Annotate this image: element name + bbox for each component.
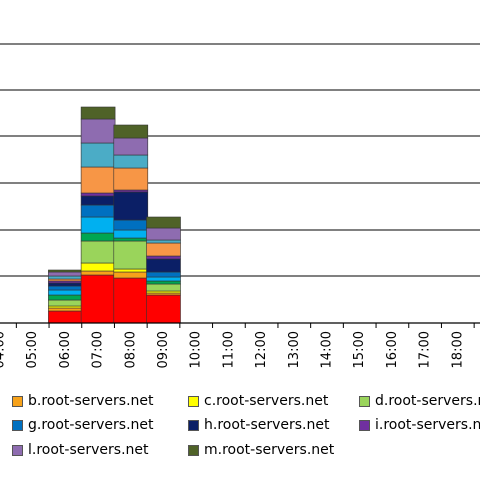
bar-segment-d-09:00 [146,283,181,292]
bar-segment-m-06:00 [48,269,83,273]
bar-segment-k-09:00 [146,239,181,244]
bar-segment-a-06:00 [48,310,83,324]
x-tick-label: 09:00 [156,331,171,368]
x-tick-label: 17:00 [418,331,433,368]
bar-segment-e-08:00 [113,237,149,242]
x-tick-label: 15:00 [352,331,367,368]
bar-segment-i-09:00 [146,255,181,260]
bar-segment-h-08:00 [113,191,149,221]
bar-segment-d-06:00 [48,299,83,307]
bar-segment-f-08:00 [113,229,149,239]
legend-item-h: h.root-servers.net [188,417,329,433]
legend-label: c.root-servers.net [204,393,329,409]
x-tick-label: 14:00 [320,331,335,368]
bar-segment-d-07:00 [80,240,116,264]
legend-item-g: g.root-servers.net [12,417,154,433]
legend-item-d: d.root-servers.net [359,393,480,409]
legend-label: m.root-servers.net [204,442,335,458]
legend-swatch [359,419,370,431]
x-tick-label: 08:00 [123,331,138,368]
legend-label: l.root-servers.net [28,442,149,458]
bar-segment-e-06:00 [48,294,83,301]
bar-segment-f-06:00 [48,289,83,296]
bar-segment-h-06:00 [48,282,83,287]
bar-segment-l-08:00 [113,137,149,156]
x-tick-label: 13:00 [287,331,302,368]
legend-label: d.root-servers.net [375,393,480,409]
bar-segment-e-09:00 [146,280,181,285]
x-tick-label: 07:00 [91,331,106,368]
bar-segment-g-06:00 [48,285,83,291]
legend-item-c: c.root-servers.net [188,393,328,409]
bar-segment-b-07:00 [80,270,116,276]
bar-segment-k-06:00 [48,275,83,280]
bar-segment-c-07:00 [80,262,116,272]
legend-swatch [188,419,199,431]
bar-segment-l-06:00 [48,271,83,277]
legend-label: h.root-servers.net [204,417,330,433]
bar-segment-k-08:00 [113,154,149,169]
legend-label: i.root-servers.net [375,417,480,433]
legend-item-i: i.root-servers.net [359,417,480,433]
legend: b.root-servers.net c.root-servers.net d.ro… [0,393,480,473]
x-tick-label: 18:00 [450,331,465,368]
bar-segment-l-07:00 [80,118,116,144]
bar-segment-f-07:00 [80,216,116,234]
legend-swatch [12,444,23,456]
x-tick-label: 10:00 [189,331,204,368]
legend-item-m: m.root-servers.net [188,442,334,458]
bar-segment-c-08:00 [113,268,149,273]
gridlines [0,43,480,277]
x-tick-label: 05:00 [25,331,40,368]
legend-label: g.root-servers.net [28,417,154,433]
x-tick-label: 11:00 [221,331,236,368]
bar-segment-m-07:00 [80,106,116,120]
bar-segment-k-07:00 [80,142,116,168]
legend-item-l: l.root-servers.net [12,442,149,458]
bar-segment-i-08:00 [113,189,149,193]
legend-swatch [12,419,23,431]
bar-segment-e-07:00 [80,232,116,242]
bar-stacks [48,106,181,324]
bar-segment-m-09:00 [146,216,181,229]
x-tick-label: 04:00 [0,331,8,368]
bar-segment-j-09:00 [146,242,181,257]
bar-segment-h-07:00 [80,195,116,206]
bar-segment-g-07:00 [80,204,116,218]
bar-segment-f-09:00 [146,276,181,282]
x-tick-label: 16:00 [385,331,400,368]
bar-segment-a-09:00 [146,294,181,324]
bar-segment-a-07:00 [80,274,116,324]
legend-item-b: b.root-servers.net [12,393,154,409]
bar-segment-j-07:00 [80,166,116,194]
legend-label: b.root-servers.net [28,393,154,409]
x-tick-labels: 04:00 05:00 06:00 07:00 08:00 09:00 10:00 11:00… [0,331,465,368]
bar-segment-b-06:00 [48,307,83,312]
bar-segment-g-08:00 [113,219,149,231]
legend-swatch [188,444,199,456]
legend-swatch [188,395,199,407]
bar-segment-i-07:00 [80,192,116,197]
legend-swatch [359,395,370,407]
legend-swatch [12,395,23,407]
bar-segment-l-09:00 [146,227,181,241]
bar-segment-g-09:00 [146,271,181,278]
x-tick-label: 12:00 [254,331,269,368]
bar-segment-b-08:00 [113,271,149,279]
bar-segment-a-08:00 [113,277,149,324]
bar-segment-d-08:00 [113,240,149,270]
x-axis [0,322,480,328]
bar-segment-j-08:00 [113,167,149,191]
bar-segment-m-08:00 [113,124,149,139]
x-tick-label: 06:00 [58,331,73,368]
bar-segment-h-09:00 [146,258,181,273]
